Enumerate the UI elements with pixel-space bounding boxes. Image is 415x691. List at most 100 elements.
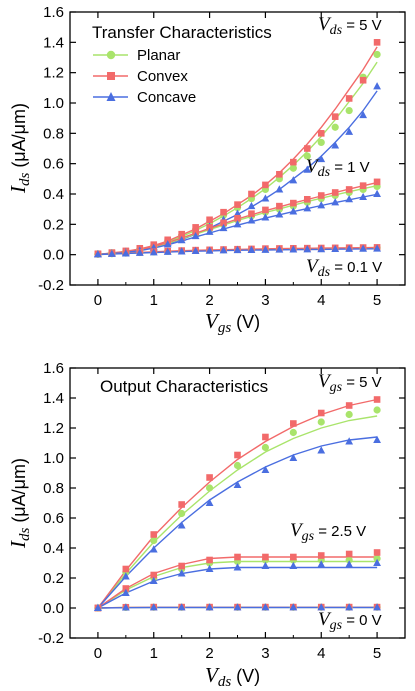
output-point-concave [261, 561, 270, 569]
transfer-xlabel: Vgs (V) [205, 309, 260, 336]
transfer-point-convex [248, 190, 255, 198]
transfer-point-concave [219, 223, 228, 232]
transfer-ytick-label: 0.4 [43, 186, 64, 203]
output-point-concave [345, 603, 354, 611]
output-point-concave [233, 603, 242, 611]
transfer-point-convex [248, 210, 255, 218]
output-xtick-label: 0 [94, 645, 102, 662]
annotation-vgs-2p5v: Vgs = 2.5 V [290, 520, 366, 544]
transfer-point-convex [359, 76, 367, 84]
output-ylabel: Ids (μA/μm) [6, 458, 33, 549]
transfer-point-concave [289, 176, 298, 184]
legend-convex-label: Convex [137, 68, 188, 85]
transfer-point-concave [261, 213, 270, 221]
transfer-point-concave [359, 244, 368, 252]
transfer-point-convex [220, 208, 227, 216]
output-point-convex [206, 474, 213, 481]
output-point-concave [289, 603, 298, 611]
transfer-point-concave [261, 245, 270, 253]
transfer-point-concave [233, 220, 242, 228]
output-point-concave [289, 561, 298, 569]
legend-concave-marker [106, 92, 116, 101]
transfer-point-concave [247, 216, 256, 224]
transfer-point-concave [163, 247, 172, 255]
transfer-point-concave [289, 245, 298, 253]
transfer-point-concave [303, 204, 312, 212]
output-point-planar [345, 410, 353, 419]
transfer-point-concave [303, 165, 312, 173]
transfer-point-concave [121, 249, 130, 257]
transfer-point-convex [220, 219, 227, 227]
transfer-xtick-label: 0 [94, 292, 102, 309]
transfer-point-convex [345, 186, 353, 193]
legend-concave-label: Concave [137, 89, 196, 106]
output-point-convex [178, 562, 185, 570]
output-point-concave [373, 435, 381, 443]
output-point-convex [317, 409, 325, 417]
transfer-point-concave [373, 82, 381, 90]
annotation-vds-5v: Vds = 5 V [318, 14, 382, 38]
transfer-point-concave [373, 189, 381, 197]
transfer-point-concave [331, 141, 340, 149]
transfer-point-concave [303, 245, 312, 253]
transfer-xtick-label: 2 [205, 292, 213, 309]
transfer-point-convex [206, 216, 213, 224]
transfer-frame [69, 11, 406, 286]
output-point-concave [261, 603, 270, 611]
output-point-concave [177, 603, 186, 611]
output-point-concave [345, 437, 354, 445]
output-point-convex [234, 451, 241, 459]
transfer-point-convex [276, 170, 283, 178]
output-point-concave [373, 603, 381, 611]
transfer-xtick-label: 4 [317, 292, 325, 309]
transfer-point-convex [262, 206, 269, 214]
output-ytick-label: 1.6 [43, 360, 64, 377]
transfer-point-concave [247, 201, 256, 210]
transfer-point-convex [303, 145, 311, 152]
transfer-point-concave [135, 248, 144, 256]
output-point-convex [262, 553, 269, 561]
output-ytick-label: 0.4 [43, 540, 64, 557]
transfer-point-concave [317, 245, 326, 253]
transfer-ylabel: Ids (μA/μm) [6, 103, 33, 194]
transfer-point-convex [359, 182, 367, 189]
transfer-point-concave [219, 246, 228, 254]
transfer-chart: 0 1 2 3 4 5 -0.2 0.0 0.2 0.4 0.6 0.8 1.0 1.2 1.4 1.6 Tr… [6, 4, 406, 336]
output-point-convex [122, 565, 130, 573]
output-point-planar [345, 556, 353, 564]
output-point-concave [317, 603, 326, 611]
transfer-point-concave [275, 210, 284, 218]
transfer-point-concave [331, 198, 340, 206]
transfer-point-concave [331, 244, 340, 253]
transfer-point-concave [359, 192, 368, 201]
transfer-point-planar [345, 106, 353, 115]
output-frame [69, 367, 406, 639]
transfer-point-concave [177, 247, 186, 255]
output-point-convex [345, 402, 353, 409]
legend-planar-marker [106, 50, 116, 60]
output-point-concave [345, 560, 354, 568]
output-point-concave [121, 572, 130, 580]
output-point-convex [262, 433, 269, 441]
output-point-convex [317, 552, 325, 559]
transfer-point-concave [191, 231, 200, 240]
transfer-point-concave [373, 244, 381, 252]
legend-item-planar: Planar [93, 47, 180, 64]
output-point-convex [290, 420, 297, 427]
transfer-point-convex [331, 189, 339, 196]
output-point-convex [150, 531, 158, 538]
output-title: Output Characteristics [100, 377, 268, 396]
transfer-ytick-label: 1.6 [43, 4, 64, 21]
transfer-point-concave [163, 240, 172, 248]
transfer-legend: Planar Convex Concave [93, 47, 196, 106]
output-point-concave [233, 563, 242, 571]
transfer-point-concave [345, 244, 354, 252]
transfer-ytick-label: 0.8 [43, 125, 64, 142]
output-ytick-label: -0.2 [38, 630, 64, 647]
output-xlabel: Vds (V) [205, 663, 260, 690]
transfer-point-planar [303, 152, 311, 160]
transfer-point-convex [262, 181, 269, 189]
transfer-point-convex [303, 196, 311, 203]
transfer-point-planar [331, 123, 339, 131]
output-point-planar [261, 443, 270, 452]
